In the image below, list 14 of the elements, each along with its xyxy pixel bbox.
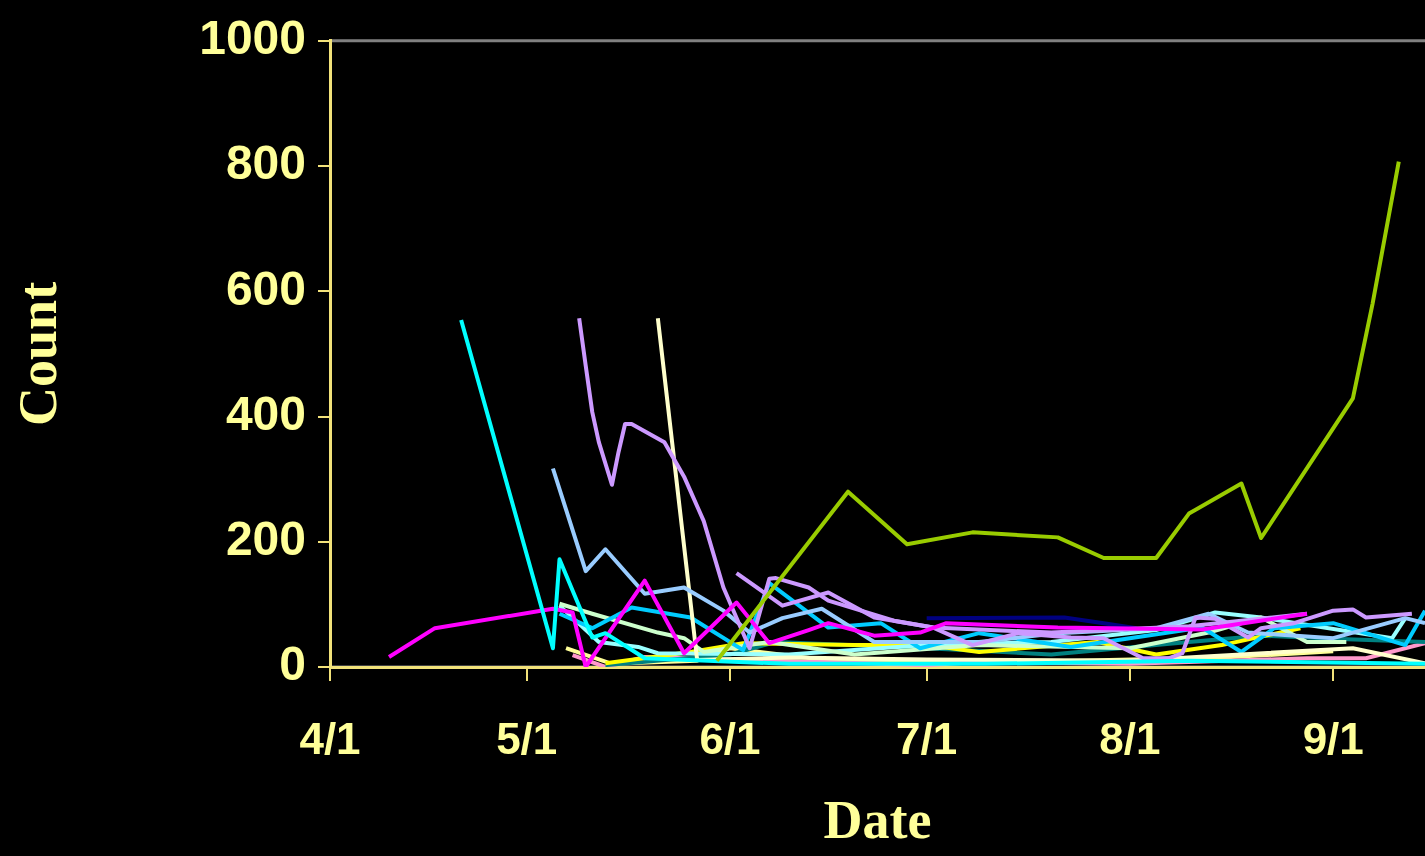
x-tick-label: 5/1	[496, 713, 558, 763]
x-tick-label: 8/1	[1099, 713, 1161, 763]
x-tick-label: 9/1	[1302, 713, 1364, 763]
x-tick-label: 6/1	[699, 713, 761, 763]
y-tick-label: 600	[225, 261, 306, 315]
y-tick-label: 200	[225, 511, 306, 565]
y-tick-label: 0	[279, 637, 306, 691]
y-tick-label: 400	[225, 386, 306, 440]
y-axis-title: Count	[8, 281, 69, 426]
y-tick-label: 1000	[199, 11, 306, 65]
x-tick-label: 4/1	[299, 713, 361, 763]
x-axis-title: Date	[823, 789, 932, 850]
x-tick-label: 7/1	[896, 713, 958, 763]
y-tick-label: 800	[225, 136, 306, 190]
